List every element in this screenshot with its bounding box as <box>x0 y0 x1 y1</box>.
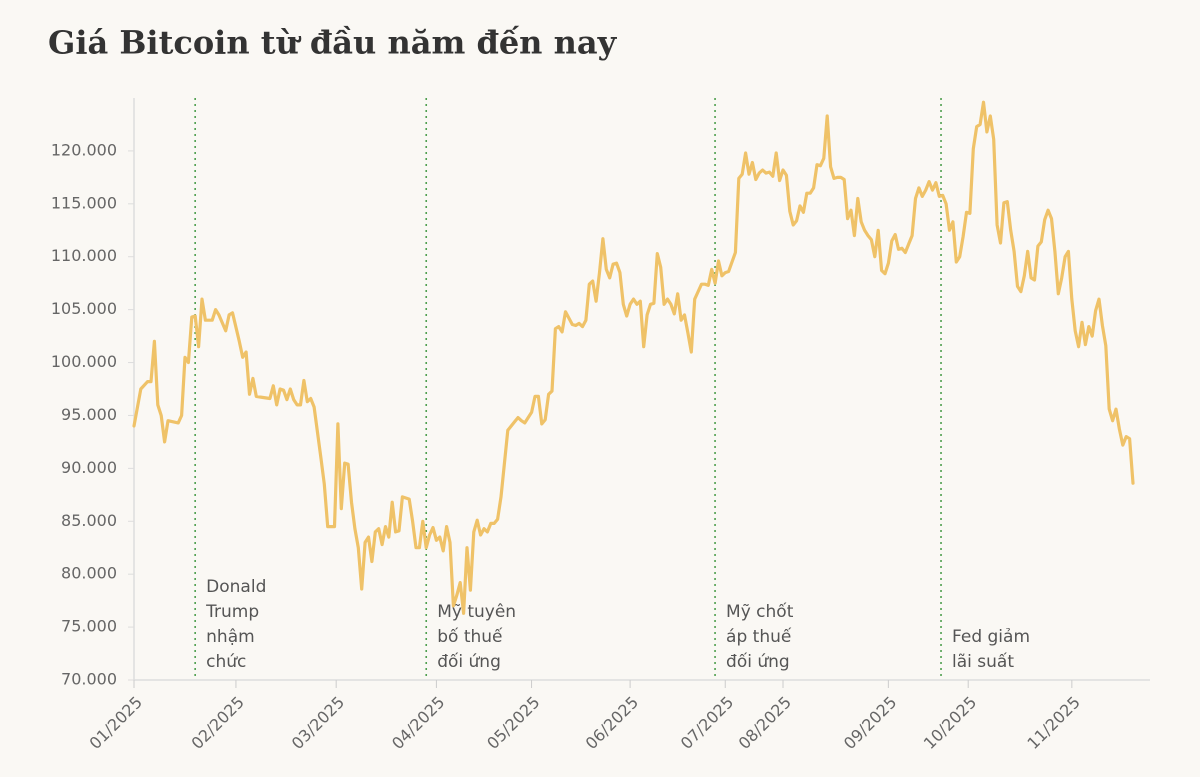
annotation: Donald Trump nhậm chức <box>206 555 292 675</box>
annotation-text: Donald Trump nhậm chức <box>206 555 292 675</box>
price-line <box>132 100 1135 615</box>
annotation: Mỹ tuyên bố thuế đối ứng <box>437 555 523 675</box>
annotation-text: Mỹ chốt áp thuế đối ứng <box>726 555 812 675</box>
y-tick-label: 120.000 <box>51 140 117 159</box>
y-tick-label: 90.000 <box>61 458 117 477</box>
y-tick-label: 95.000 <box>61 405 117 424</box>
y-tick-label: 70.000 <box>61 670 117 689</box>
annotation-text: Fed giảm lãi suất <box>952 555 1038 675</box>
annotation-label: Mỹ tuyên bố thuế đối ứng <box>437 602 517 672</box>
y-tick-label: 110.000 <box>51 246 117 265</box>
y-tick-label: 100.000 <box>51 352 117 371</box>
y-tick-label: 85.000 <box>61 511 117 530</box>
y-tick-label: 115.000 <box>51 193 117 212</box>
annotation-label: Fed giảm lãi suất <box>952 627 1031 672</box>
y-tick-label: 75.000 <box>61 617 117 636</box>
annotation: Mỹ chốt áp thuế đối ứng <box>726 555 812 675</box>
y-tick-label: 105.000 <box>51 299 117 318</box>
annotation-label: Donald Trump nhậm chức <box>206 577 267 672</box>
annotation-text: Mỹ tuyên bố thuế đối ứng <box>437 555 523 675</box>
annotation-label: Mỹ chốt áp thuế đối ứng <box>726 602 794 672</box>
chart-title: Giá Bitcoin từ đầu năm đến nay <box>48 24 618 62</box>
annotation: Fed giảm lãi suất <box>952 555 1038 675</box>
y-tick-label: 80.000 <box>61 564 117 583</box>
